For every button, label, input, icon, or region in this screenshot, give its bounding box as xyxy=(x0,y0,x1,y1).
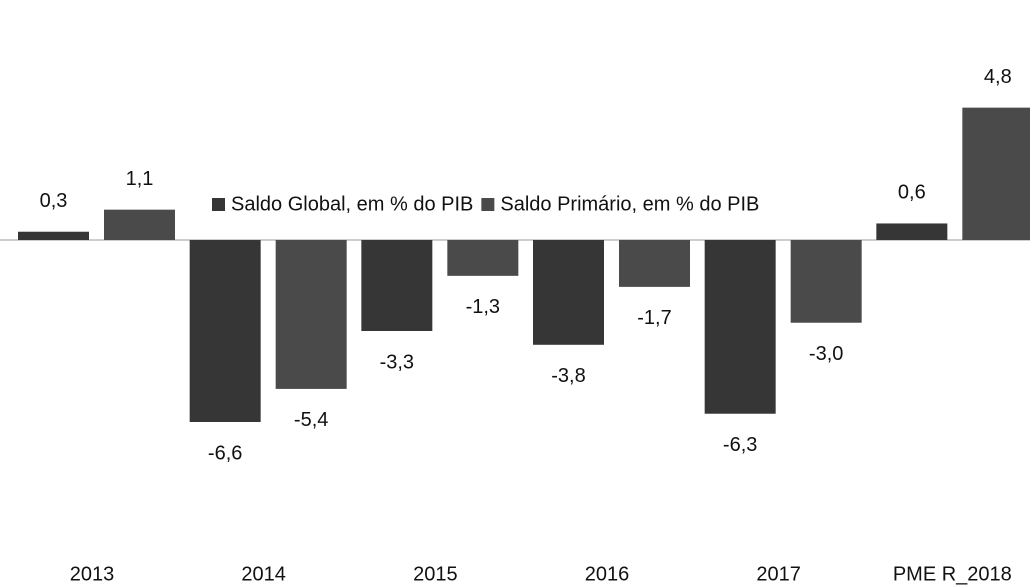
bar xyxy=(275,240,347,389)
bar xyxy=(876,223,948,240)
bar xyxy=(361,240,433,331)
x-tick-label: PME R_2018 xyxy=(893,563,1012,585)
legend-swatch xyxy=(212,198,225,211)
legend-swatch xyxy=(481,198,495,211)
data-label: -3,3 xyxy=(380,351,414,373)
data-label: 0,3 xyxy=(40,190,68,212)
legend-label: Saldo Primário, em % do PIB xyxy=(500,193,759,215)
data-label: -3,8 xyxy=(551,365,585,387)
bar xyxy=(447,240,519,276)
data-label: -6,3 xyxy=(723,434,757,456)
x-tick-label: 2016 xyxy=(585,563,630,585)
data-label: 0,6 xyxy=(898,182,926,204)
legend-label: Saldo Global, em % do PIB xyxy=(231,193,473,215)
data-label: -3,0 xyxy=(809,343,843,365)
x-tick-label: 2014 xyxy=(241,563,286,585)
x-tick-label: 2013 xyxy=(70,563,115,585)
data-label: -6,6 xyxy=(208,442,242,464)
data-label: 4,8 xyxy=(984,66,1012,88)
bar xyxy=(104,209,175,240)
bar xyxy=(790,240,862,323)
bar xyxy=(18,231,89,240)
data-label: -1,7 xyxy=(637,307,671,329)
bar xyxy=(962,107,1030,241)
bar xyxy=(619,240,690,287)
bar xyxy=(704,240,776,414)
data-label: -1,3 xyxy=(466,296,500,318)
x-tick-label: 2017 xyxy=(756,563,801,585)
data-label: 1,1 xyxy=(126,168,154,190)
data-label: -5,4 xyxy=(294,409,328,431)
x-tick-label: 2015 xyxy=(413,563,458,585)
bar xyxy=(189,240,261,422)
bar xyxy=(533,240,604,345)
